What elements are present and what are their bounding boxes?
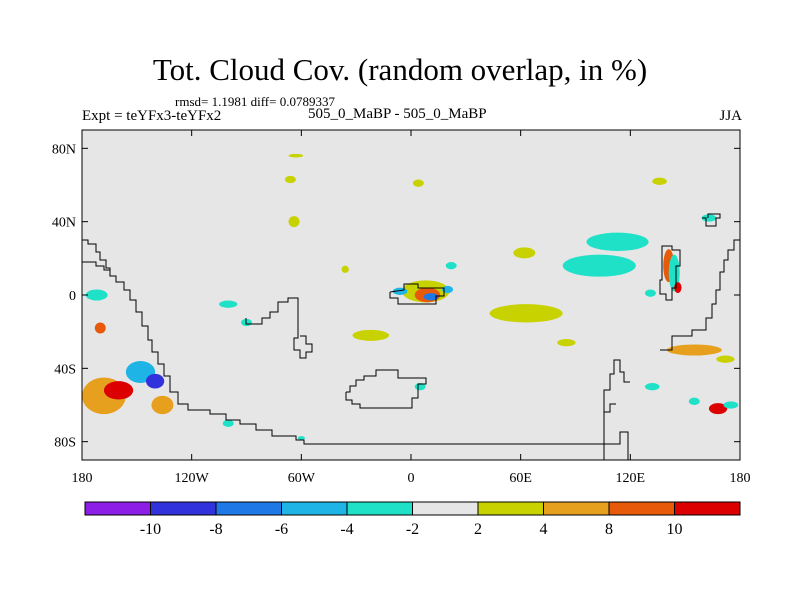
anomaly-patch-32 [666, 344, 722, 356]
colorbar-label-3: -4 [340, 521, 353, 538]
colorbar-swatch-2 [215, 501, 282, 516]
coastline-layer [82, 213, 740, 460]
colorbar-swatch-0 [84, 501, 151, 516]
coastline-africa [245, 297, 313, 359]
coastline-northwest [82, 261, 110, 271]
x-tick-label-3: 0 [408, 471, 415, 486]
coastline-southeast [603, 359, 630, 460]
coastline-antarctic-peninsula [345, 369, 427, 409]
colorbar-label-0: -10 [140, 521, 161, 538]
anomaly-patch-27 [668, 254, 680, 292]
x-tick-label-2: 60W [288, 471, 316, 486]
colorbar-swatch-6 [477, 501, 544, 516]
anomaly-patch-9 [288, 216, 300, 228]
season-label: JJA [719, 108, 742, 124]
colorbar-label-6: 4 [540, 521, 548, 538]
anomaly-patch-6 [85, 289, 108, 301]
colorbar-swatch-1 [150, 501, 217, 516]
anomaly-patch-38 [222, 419, 234, 428]
anomaly-patch-21 [489, 304, 563, 323]
anomaly-patch-35 [708, 403, 728, 415]
experiment-label: Expt = teYFx3-teYFx2 [82, 108, 222, 124]
y-tick-label-4: 80S [54, 436, 76, 451]
anomaly-layer [82, 153, 739, 440]
axis-layer: 180 120W 60W 0 60E 120E 180 80N 40N 0 40S 80S [52, 130, 751, 486]
anomaly-patch-23 [562, 254, 636, 277]
anomaly-patch-14 [423, 293, 439, 301]
anomaly-patch-40 [414, 383, 426, 391]
y-tick-label-0: 80N [52, 142, 76, 157]
colorbar-label-2: -6 [275, 521, 288, 538]
anomaly-patch-3 [145, 373, 165, 389]
colorbar-swatch-4 [346, 501, 413, 516]
colorbar-label-4: -2 [406, 521, 419, 538]
anomaly-patch-37 [688, 397, 700, 406]
y-tick-label-1: 40N [52, 216, 76, 231]
chart-title: Tot. Cloud Cov. (random overlap, in %) [152, 52, 648, 87]
anomaly-patch-17 [412, 179, 424, 187]
coastline-east [660, 239, 740, 351]
colorbar-swatch-7 [543, 501, 610, 516]
anomaly-patch-22 [513, 247, 536, 259]
x-tick-label-6: 180 [730, 471, 751, 486]
colorbar-swatch-9 [674, 501, 741, 516]
anomaly-patch-4 [151, 395, 174, 415]
anomaly-patch-19 [445, 262, 457, 270]
colorbar-label-8: 10 [667, 521, 683, 538]
coastline-americas [82, 239, 629, 460]
anomaly-patch-7 [219, 300, 238, 308]
colorbar-label-5: 2 [474, 521, 482, 538]
x-tick-label-5: 120E [616, 471, 646, 486]
anomaly-patch-34 [644, 383, 660, 391]
anomaly-patch-31 [557, 339, 576, 347]
coastline-southeast-lower [604, 403, 616, 413]
anomaly-patch-24 [586, 232, 649, 251]
anomaly-patch-25 [644, 289, 656, 297]
x-tick-label-1: 120W [175, 471, 210, 486]
anomaly-patch-1 [103, 381, 134, 400]
coastline-east-island [659, 245, 681, 301]
center-label: 505_0_MaBP - 505_0_MaBP [308, 106, 487, 122]
anomaly-patch-11 [288, 153, 304, 158]
anomaly-patch-33 [716, 355, 735, 363]
anomaly-patch-5 [94, 322, 106, 334]
anomaly-patch-29 [652, 177, 667, 185]
stats-text: rmsd= 1.1981 diff= 0.0789337 [175, 94, 335, 109]
colorbar-label-1: -8 [209, 521, 222, 538]
colorbar-label-7: 8 [605, 521, 613, 538]
colorbar-swatch-3 [281, 501, 348, 516]
y-tick-label-3: 40S [54, 362, 76, 377]
colorbar-swatch-5 [412, 501, 479, 516]
x-tick-label-0: 180 [72, 471, 93, 486]
anomaly-patch-30 [701, 214, 717, 222]
colorbar: -10 -8 -6 -4 -2 2 4 8 10 [84, 501, 741, 538]
anomaly-patch-20 [352, 329, 390, 341]
anomaly-patch-10 [284, 175, 296, 184]
anomaly-patch-16 [442, 285, 454, 294]
colorbar-swatch-8 [608, 501, 675, 516]
coastline-equatorial-isle [389, 283, 445, 305]
anomaly-patch-39 [297, 436, 305, 440]
y-tick-label-2: 0 [69, 289, 76, 304]
anomaly-patch-18 [341, 265, 349, 274]
x-tick-label-4: 60E [509, 471, 532, 486]
coastline-northeast-small [702, 213, 721, 227]
anomaly-patch-36 [723, 401, 739, 409]
